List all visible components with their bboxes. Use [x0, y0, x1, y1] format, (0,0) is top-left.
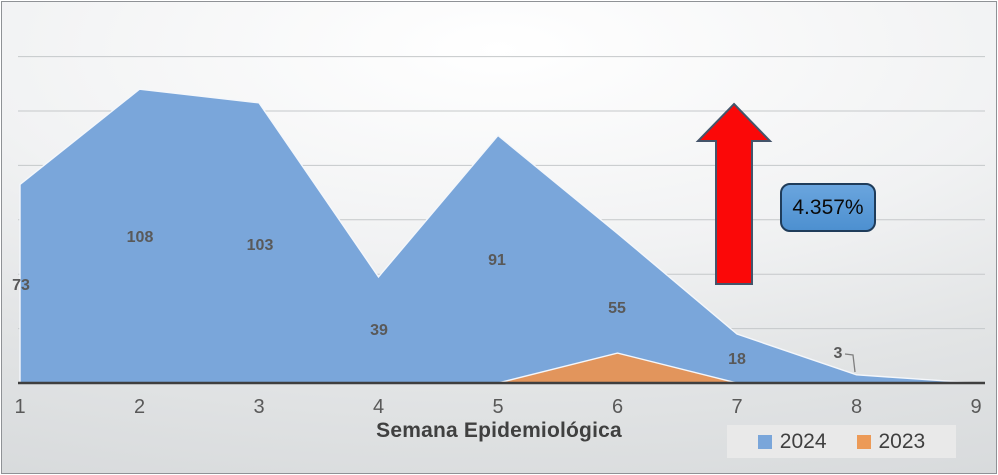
x-tick-label: 8 [851, 396, 862, 418]
legend-label-2024: 2024 [779, 429, 827, 453]
legend-label-2023: 2023 [878, 429, 926, 453]
data-label-2024: 73 [12, 277, 30, 294]
data-label-2024: 3 [834, 345, 843, 362]
x-tick-label: 3 [253, 396, 264, 418]
data-label-2024: 108 [127, 229, 154, 246]
data-label-2024: 18 [728, 351, 746, 368]
x-tick-label: 2 [134, 396, 145, 418]
legend: 2024 2023 [727, 425, 956, 458]
x-tick-label: 1 [14, 396, 25, 418]
x-tick-label: 5 [492, 396, 503, 418]
data-label-2024: 55 [608, 300, 626, 317]
percent-callout-label: 4.357% [792, 195, 864, 219]
x-axis-title: Semana Epidemiológica [376, 419, 622, 442]
percent-callout-badge[interactable]: 4.357% [780, 183, 876, 232]
x-tick-label: 7 [731, 396, 742, 418]
x-tick-label: 4 [373, 396, 384, 418]
growth-up-arrow-icon[interactable] [695, 102, 773, 285]
legend-item-2023[interactable]: 2023 [856, 429, 926, 454]
x-tick-label: 9 [970, 396, 981, 418]
data-label-leader-line [844, 353, 856, 373]
data-label-2024: 103 [247, 237, 274, 254]
data-label-2024: 39 [370, 322, 388, 339]
area-series-2024[interactable] [19, 88, 977, 384]
x-tick-label: 6 [612, 396, 623, 418]
data-label-2024: 91 [488, 252, 506, 269]
legend-swatch-2024-icon [757, 434, 772, 449]
legend-item-2024[interactable]: 2024 [757, 429, 827, 454]
legend-swatch-2023-icon [856, 434, 871, 449]
